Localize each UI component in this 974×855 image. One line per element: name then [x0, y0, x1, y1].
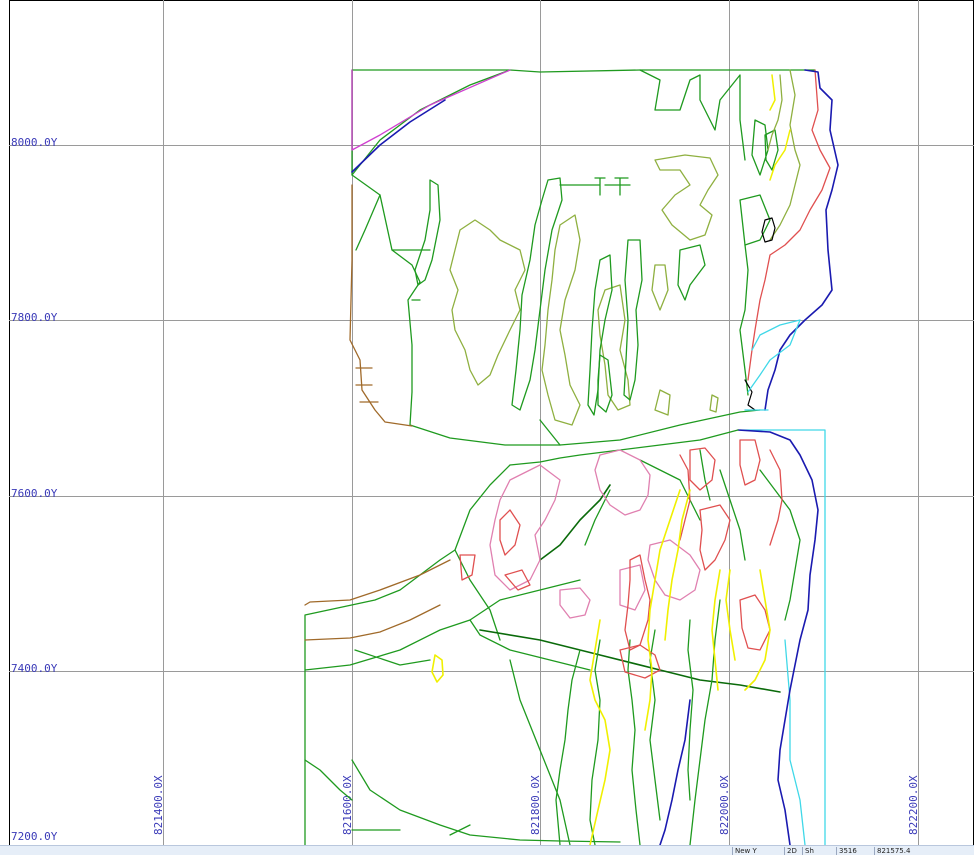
contour-olive-b[interactable] — [654, 154, 719, 241]
polyline-upper-left-curve[interactable] — [351, 69, 511, 176]
contour-red-a[interactable] — [459, 509, 531, 591]
contour-pink-d[interactable] — [559, 587, 591, 619]
contour-pink-a[interactable] — [489, 464, 561, 591]
contour-green-g[interactable] — [677, 244, 706, 301]
polyline-brown-ticks[interactable] — [355, 367, 379, 403]
y-label-7800: 7800.0Y — [11, 311, 58, 324]
contour-pink-e[interactable] — [619, 564, 646, 611]
contour-yellow-a[interactable] — [644, 489, 691, 731]
y-label-8000: 8000.0Y — [11, 136, 58, 149]
status-cell-view: 2D — [784, 847, 801, 855]
contour-green-d[interactable] — [587, 254, 613, 416]
contour-yellow-d[interactable] — [431, 654, 444, 683]
polyline-olive-right[interactable] — [767, 69, 801, 241]
polyline-upper-branch[interactable] — [355, 69, 746, 446]
x-label-822000: 822000.0X — [718, 775, 731, 835]
y-label-7600: 7600.0Y — [11, 487, 58, 500]
grid — [9, 0, 974, 845]
polyline-cyan-box[interactable] — [739, 429, 826, 846]
status-cell-coord: 821575.4 — [874, 847, 974, 855]
contour-pink-b[interactable] — [594, 449, 651, 516]
polyline-green-lower-flows[interactable] — [555, 599, 721, 846]
contour-red-g[interactable] — [679, 449, 783, 546]
polyline-red-right[interactable] — [747, 69, 831, 381]
contour-yellow-b[interactable] — [589, 619, 611, 846]
contour-pink-c[interactable] — [647, 539, 701, 601]
polyline-lower-inner[interactable] — [304, 549, 621, 846]
contour-olive-a[interactable] — [449, 219, 526, 386]
contour-red-c[interactable] — [689, 439, 761, 491]
x-label-821800: 821800.0X — [529, 775, 542, 835]
viewport-frame — [9, 0, 974, 846]
polyline-yellow-right-top[interactable] — [769, 74, 791, 181]
polyline-black-loop[interactable] — [744, 217, 776, 411]
contour-green-b[interactable] — [511, 177, 563, 411]
status-bar: New Y 2D Sh 3516 821575.4 — [0, 845, 974, 855]
x-axis-labels: 821400.0X 821600.0X 821800.0X 822000.0X … — [152, 775, 920, 835]
contour-green-c[interactable] — [559, 177, 631, 196]
contour-green-e[interactable] — [623, 239, 643, 401]
status-cell-count: 3516 — [836, 847, 873, 855]
contour-green-h[interactable] — [739, 194, 771, 246]
contour-red-d[interactable] — [699, 504, 731, 571]
polyline-blue-diagonal[interactable] — [351, 99, 446, 173]
x-label-821400: 821400.0X — [152, 775, 165, 835]
contour-olive-e[interactable] — [651, 264, 719, 416]
y-label-7200: 7200.0Y — [11, 830, 58, 843]
contour-red-b[interactable] — [624, 554, 651, 651]
drawing-entities[interactable] — [304, 69, 839, 846]
contour-olive-d[interactable] — [597, 284, 631, 411]
polyline-green-diag[interactable] — [584, 449, 801, 621]
contour-green-i[interactable] — [739, 119, 779, 396]
y-axis-labels: 8000.0Y 7800.0Y 7600.0Y 7400.0Y 7200.0Y — [11, 136, 58, 843]
status-cell-mode: New Y — [732, 847, 783, 855]
contour-green-f[interactable] — [597, 354, 613, 413]
polyline-upper-boundary[interactable] — [351, 69, 816, 446]
status-cell-snap: Sh — [802, 847, 835, 855]
polyline-magenta[interactable] — [351, 69, 511, 151]
polyline-blue-lower[interactable] — [737, 429, 819, 846]
x-label-822200: 822200.0X — [907, 775, 920, 835]
x-label-821600: 821600.0X — [341, 775, 354, 835]
contour-yellow-c[interactable] — [711, 569, 771, 691]
polyline-brown-edge[interactable] — [349, 184, 413, 427]
polyline-brown-lower[interactable] — [304, 559, 451, 641]
y-label-7400: 7400.0Y — [11, 662, 58, 675]
polyline-blue-bottom[interactable] — [659, 699, 691, 846]
contour-red-f[interactable] — [619, 644, 661, 679]
polyline-blue-right[interactable] — [764, 69, 839, 411]
contour-olive-c[interactable] — [541, 214, 581, 426]
contour-red-e[interactable] — [739, 594, 771, 651]
polyline-cyan-upper[interactable] — [744, 319, 801, 411]
polyline-lower-boundary[interactable] — [304, 429, 739, 846]
contour-green-a[interactable] — [414, 179, 441, 286]
